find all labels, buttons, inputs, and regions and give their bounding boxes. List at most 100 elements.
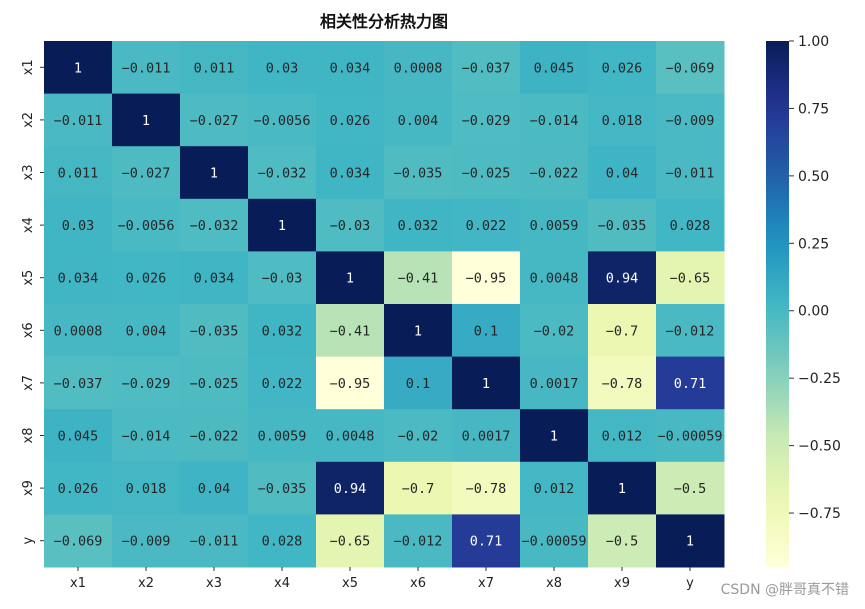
- heatmap-cell-x3-x5: [316, 146, 385, 200]
- cell-label-y-x3: −0.011: [190, 534, 239, 550]
- heatmap-cell-y-x3: [180, 514, 249, 568]
- cell-label-x2-x5: 0.026: [330, 113, 371, 129]
- x-tick-label-y: y: [686, 576, 694, 591]
- cell-label-x3-x1: 0.011: [58, 166, 99, 182]
- heatmap-cell-x7-x8: [520, 356, 589, 410]
- heatmap-cell-y-y: [656, 514, 725, 568]
- cell-label-x3-y: −0.011: [666, 166, 715, 182]
- heatmap-cell-x6-x5: [316, 304, 385, 358]
- heatmap-cell-x2-x2: [112, 93, 181, 147]
- y-tick-label-x9: x9: [21, 480, 36, 496]
- cell-label-x3-x4: −0.032: [258, 166, 307, 182]
- cell-label-y-x6: −0.012: [394, 534, 443, 550]
- heatmap-cell-x5-x5: [316, 251, 385, 305]
- cell-label-x1-x1: 1: [74, 60, 82, 76]
- heatmap-cell-x7-x6: [384, 356, 453, 410]
- cell-label-y-x5: −0.65: [330, 534, 371, 550]
- heatmap-cell-y-x7: [452, 514, 521, 568]
- heatmap-cell-x6-x8: [520, 304, 589, 358]
- heatmap-cell-x6-x6: [384, 304, 453, 358]
- heatmap-cell-x5-x8: [520, 251, 589, 305]
- cell-label-x3-x6: −0.035: [394, 166, 443, 182]
- heatmap-cell-x9-x8: [520, 461, 589, 515]
- heatmap-cell-x7-y: [656, 356, 725, 410]
- cell-label-x8-x6: −0.02: [398, 429, 439, 445]
- heatmap-cell-x4-x1: [44, 198, 113, 252]
- y-tick-label-x8: x8: [21, 428, 36, 444]
- cell-label-x6-x1: 0.0008: [54, 323, 103, 339]
- heatmap-cell-x1-x4: [248, 41, 317, 95]
- cell-label-x2-x1: −0.011: [54, 113, 103, 129]
- cell-label-x2-x4: −0.0056: [254, 113, 311, 129]
- heatmap-cell-x4-x9: [588, 198, 657, 252]
- heatmap-cell-x2-x9: [588, 93, 657, 147]
- heatmap-cell-x3-x2: [112, 146, 181, 200]
- cell-label-x3-x8: −0.022: [530, 166, 579, 182]
- cell-label-x6-x7: 0.1: [474, 323, 498, 339]
- cell-label-x1-x9: 0.026: [602, 60, 643, 76]
- heatmap-cell-x6-x3: [180, 304, 249, 358]
- cell-label-x2-x8: −0.014: [530, 113, 579, 129]
- colorbar-tick-label-5: −0.25: [798, 371, 841, 387]
- cell-label-x3-x3: 1: [210, 166, 218, 182]
- colorbar-gradient: [766, 41, 789, 567]
- cell-label-x6-x4: 0.032: [262, 323, 303, 339]
- heatmap-cell-y-x2: [112, 514, 181, 568]
- heatmap-cell-x8-x9: [588, 409, 657, 463]
- heatmap-cell-x7-x3: [180, 356, 249, 410]
- cell-label-y-x4: 0.028: [262, 534, 303, 550]
- cell-label-x6-x9: −0.7: [606, 323, 639, 339]
- heatmap-cell-x1-x6: [384, 41, 453, 95]
- cell-label-x8-x9: 0.012: [602, 429, 643, 445]
- heatmap-cell-x4-x3: [180, 198, 249, 252]
- heatmap-cell-x8-x8: [520, 409, 589, 463]
- cell-label-x6-y: −0.012: [666, 323, 715, 339]
- heatmap-annotations: 1 −0.011 0.011 0.03 0.034 0.0008 −0.037 0.045 0.…: [54, 60, 723, 549]
- heatmap-cell-x7-x1: [44, 356, 113, 410]
- heatmap-cell-x3-x3: [180, 146, 249, 200]
- heatmap-cell-y-x5: [316, 514, 385, 568]
- heatmap-cell-x4-x4: [248, 198, 317, 252]
- cell-label-x7-x9: −0.78: [602, 376, 643, 392]
- cell-label-x7-x1: −0.037: [54, 376, 103, 392]
- y-axis-ticks: x1 x2 x3 x4 x5 x6 x7 x8 x9 y: [21, 59, 44, 545]
- cell-label-x4-x9: −0.035: [598, 218, 647, 234]
- cell-label-x9-x9: 1: [618, 481, 626, 497]
- cell-label-x2-x7: −0.029: [462, 113, 511, 129]
- cell-label-x1-x7: −0.037: [462, 60, 511, 76]
- heatmap-cell-x2-x7: [452, 93, 521, 147]
- heatmap-cell-x4-y: [656, 198, 725, 252]
- cell-label-x7-y: 0.71: [674, 376, 707, 392]
- cell-label-x8-x2: −0.014: [122, 429, 171, 445]
- heatmap-cell-x2-x5: [316, 93, 385, 147]
- heatmap-cell-x6-x1: [44, 304, 113, 358]
- heatmap-cell-x9-y: [656, 461, 725, 515]
- heatmap-cell-x1-y: [656, 41, 725, 95]
- cell-label-x2-x2: 1: [142, 113, 150, 129]
- heatmap-cell-x9-x9: [588, 461, 657, 515]
- cell-label-x4-x6: 0.032: [398, 218, 439, 234]
- colorbar-tick-label-6: −0.50: [798, 439, 841, 455]
- cell-label-x7-x8: 0.0017: [530, 376, 579, 392]
- heatmap-cell-x4-x2: [112, 198, 181, 252]
- cell-label-x4-x5: −0.03: [330, 218, 371, 234]
- y-tick-label-x1: x1: [21, 59, 36, 75]
- heatmap-cell-x7-x5: [316, 356, 385, 410]
- heatmap-cell-x8-x3: [180, 409, 249, 463]
- heatmap-cell-x2-y: [656, 93, 725, 147]
- colorbar-tick-label-3: 0.25: [798, 236, 829, 252]
- cell-label-x6-x6: 1: [414, 323, 422, 339]
- cell-label-x4-y: 0.028: [670, 218, 711, 234]
- heatmap-cell-x1-x7: [452, 41, 521, 95]
- heatmap-cell-x5-x7: [452, 251, 521, 305]
- cell-label-x9-x6: −0.7: [402, 481, 435, 497]
- cell-label-x5-x6: −0.41: [398, 271, 439, 287]
- cell-label-x8-x8: 1: [550, 429, 558, 445]
- cell-label-x7-x2: −0.029: [122, 376, 171, 392]
- cell-label-x6-x8: −0.02: [534, 323, 575, 339]
- cell-label-x7-x5: −0.95: [330, 376, 371, 392]
- cell-label-x4-x2: −0.0056: [118, 218, 175, 234]
- heatmap-cell-x9-x4: [248, 461, 317, 515]
- y-tick-label-x2: x2: [21, 112, 36, 128]
